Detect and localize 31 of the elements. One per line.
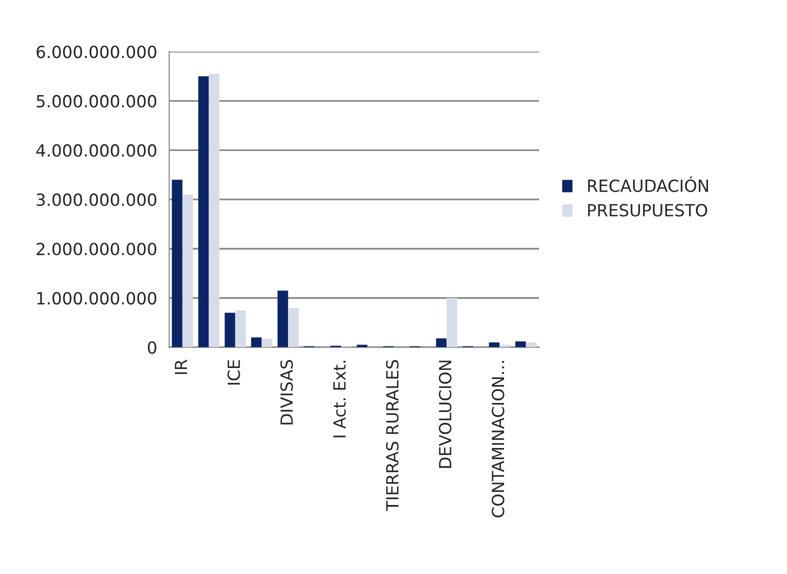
bar <box>198 76 209 348</box>
bar <box>526 342 536 348</box>
x-tick-label: ICE <box>227 360 240 385</box>
bar <box>262 338 272 348</box>
bar <box>278 290 288 348</box>
y-tick-label: 1.000.000.000 <box>37 292 156 305</box>
y-tick-label: 2.000.000.000 <box>36 242 156 256</box>
bar <box>446 298 458 348</box>
bar <box>208 74 220 348</box>
bar <box>515 341 526 348</box>
legend-label: RECAUDACIÓN <box>588 176 708 192</box>
y-tick-label: 3.000.000.000 <box>36 193 156 206</box>
x-tick-label: IR <box>174 360 188 374</box>
bar <box>288 308 299 348</box>
bar <box>224 312 236 348</box>
legend-label: PRESUPUESTO <box>588 204 708 217</box>
bar <box>488 342 500 348</box>
y-tick-label: 6.000.000.000 <box>36 46 156 58</box>
x-tick-label: DEVOLUCION <box>438 360 452 468</box>
bar <box>251 337 262 348</box>
x-tick-label: TIERRAS RURALES <box>386 360 399 512</box>
bar <box>182 194 193 348</box>
x-tick-label: CONTAMINACION… <box>492 361 504 518</box>
y-tick-label: 5.000.000.000 <box>36 94 156 108</box>
y-tick-label: 0 <box>148 341 156 354</box>
y-tick-label: 4.000.000.000 <box>36 144 156 157</box>
bar <box>235 310 246 348</box>
x-tick-label: DIVISAS <box>280 360 293 424</box>
x-tick-label: I Act. Ext. <box>333 360 346 438</box>
bar <box>436 338 447 348</box>
bar <box>172 180 182 348</box>
